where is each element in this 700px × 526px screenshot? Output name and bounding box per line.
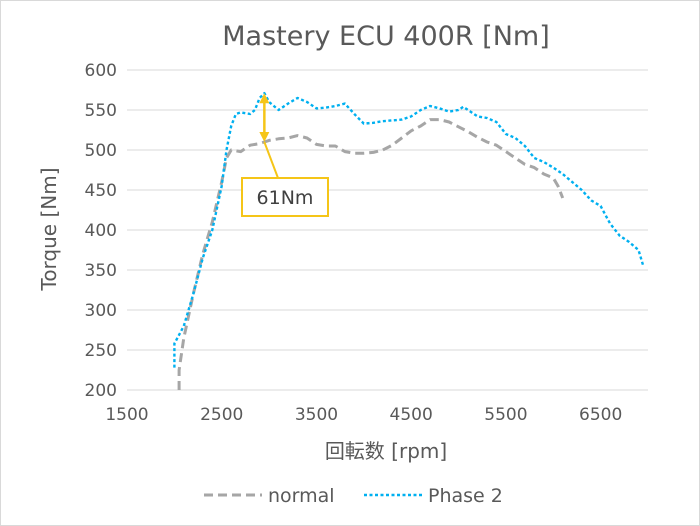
- y-axis-title: Torque [Nm]: [37, 167, 61, 291]
- annotation-arrow-head-up: [259, 93, 270, 104]
- annotation-group: 61Nm: [241, 93, 329, 217]
- y-tick-label: 500: [85, 141, 117, 161]
- x-axis-ticks: 1500 2500 3500 4500 5500 6500: [105, 405, 622, 425]
- series-line-phase-2: [173, 91, 645, 368]
- y-tick-label: 550: [85, 101, 117, 121]
- y-tick-label: 400: [85, 221, 117, 241]
- y-axis-ticks: 200 250 300 350 400 450 500 550 600: [85, 61, 117, 401]
- y-tick-label: 250: [85, 341, 117, 361]
- y-tick-label: 300: [85, 301, 117, 321]
- x-tick-label: 3500: [295, 405, 338, 425]
- grid-lines: [127, 69, 648, 391]
- annotation-arrow-head-down: [259, 132, 270, 142]
- legend-label: normal: [268, 485, 335, 507]
- legend: normal Phase 2: [204, 485, 503, 507]
- chart-title: Mastery ECU 400R [Nm]: [222, 21, 549, 52]
- x-axis-title: 回転数 [rpm]: [325, 439, 447, 463]
- legend-label: Phase 2: [428, 485, 503, 507]
- x-tick-label: 1500: [105, 405, 148, 425]
- x-tick-label: 6500: [579, 405, 622, 425]
- annotation-box: [241, 177, 329, 217]
- series-line-normal: [177, 118, 565, 390]
- annotation-callout-line: [263, 141, 279, 179]
- y-tick-label: 450: [85, 181, 117, 201]
- y-tick-label: 200: [85, 381, 117, 401]
- annotation-label: 61Nm: [257, 187, 314, 209]
- y-tick-label: 600: [85, 61, 117, 81]
- x-tick-label: 2500: [200, 405, 243, 425]
- y-tick-label: 350: [85, 261, 117, 281]
- x-tick-label: 4500: [390, 405, 433, 425]
- x-tick-label: 5500: [484, 405, 527, 425]
- series-group: [173, 91, 645, 390]
